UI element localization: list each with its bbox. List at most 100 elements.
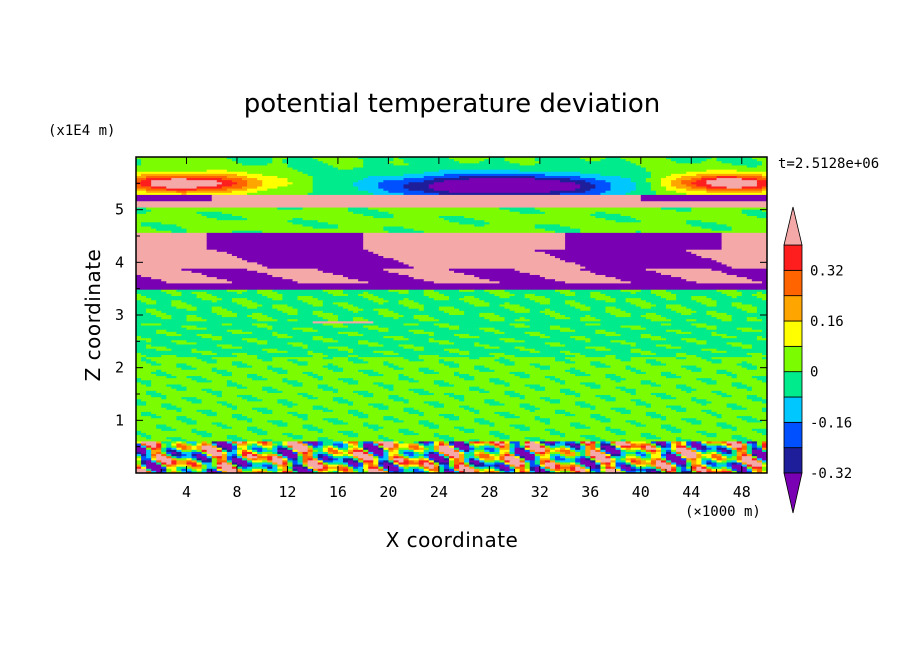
contour-cell bbox=[494, 466, 501, 470]
contour-cell bbox=[413, 407, 465, 411]
contour-cell bbox=[166, 424, 218, 428]
contour-cell bbox=[756, 338, 767, 341]
contour-cell bbox=[726, 272, 767, 276]
contour-cell bbox=[686, 441, 692, 445]
contour-cell bbox=[570, 458, 576, 461]
contour-cell bbox=[438, 470, 445, 473]
contour-cell bbox=[479, 277, 546, 280]
contour-cell bbox=[544, 428, 556, 432]
contour-cell bbox=[136, 304, 172, 308]
contour-cell bbox=[176, 190, 188, 194]
contour-cell bbox=[171, 315, 188, 318]
contour-cell bbox=[297, 441, 304, 445]
contour-cell bbox=[544, 447, 551, 451]
contour-cell bbox=[136, 175, 147, 179]
contour-cell bbox=[302, 462, 309, 466]
contour-cell bbox=[731, 315, 767, 318]
contour-cell bbox=[676, 454, 682, 457]
contour-cell bbox=[378, 460, 384, 464]
contour-cell bbox=[438, 445, 450, 449]
contour-cell bbox=[595, 470, 602, 473]
contour-cell bbox=[711, 228, 733, 232]
contour-cell bbox=[448, 441, 455, 445]
contour-cell bbox=[353, 182, 379, 185]
contour-cell bbox=[196, 470, 203, 473]
contour-cell bbox=[257, 302, 309, 306]
contour-cell bbox=[262, 428, 309, 432]
contour-cell bbox=[413, 470, 425, 473]
contour-cell bbox=[469, 409, 480, 413]
contour-cell bbox=[191, 456, 198, 459]
contour-cell bbox=[464, 399, 485, 402]
contour-cell bbox=[479, 411, 495, 415]
contour-cell bbox=[262, 447, 268, 451]
contour-cell bbox=[736, 416, 753, 419]
contour-cell bbox=[267, 462, 273, 466]
contour-cell bbox=[575, 361, 591, 365]
contour-cell bbox=[746, 464, 753, 468]
contour-cell bbox=[544, 422, 551, 426]
contour-cell bbox=[297, 460, 304, 464]
contour-cell bbox=[216, 443, 233, 447]
contour-cell bbox=[282, 403, 299, 407]
contour-cell bbox=[176, 363, 188, 367]
contour-cell bbox=[433, 445, 440, 449]
contour-cell bbox=[176, 464, 188, 468]
contour-cell bbox=[544, 228, 581, 232]
contour-cell bbox=[489, 291, 511, 295]
contour-cell bbox=[524, 306, 576, 310]
contour-cell bbox=[691, 209, 743, 213]
contour-cell bbox=[136, 367, 183, 371]
contour-cell bbox=[136, 241, 208, 244]
contour-cell bbox=[610, 443, 617, 447]
contour-cell bbox=[544, 399, 561, 402]
contour-cell bbox=[544, 333, 607, 337]
contour-cell bbox=[721, 336, 738, 339]
contour-cell bbox=[408, 298, 435, 301]
contour-cell bbox=[383, 363, 395, 367]
contour-cell bbox=[287, 470, 294, 473]
contour-cell bbox=[610, 348, 632, 352]
contour-cell bbox=[136, 329, 157, 333]
contour-cell bbox=[565, 447, 571, 451]
contour-cell bbox=[171, 304, 193, 308]
contour-cell bbox=[615, 458, 622, 461]
contour-cell bbox=[257, 451, 263, 455]
contour-cell bbox=[398, 352, 460, 356]
contour-cell bbox=[368, 340, 430, 343]
contour-cell bbox=[272, 470, 278, 473]
contour-cell bbox=[666, 449, 672, 453]
contour-cell bbox=[433, 380, 445, 384]
contour-cell bbox=[262, 443, 268, 447]
contour-cell bbox=[650, 384, 662, 388]
contour-cell bbox=[221, 346, 243, 350]
contour-cell bbox=[272, 462, 278, 466]
contour-cell bbox=[580, 230, 637, 234]
contour-cell bbox=[479, 441, 485, 445]
contour-cell bbox=[549, 470, 556, 473]
contour-cell bbox=[186, 388, 203, 392]
contour-cell bbox=[156, 308, 188, 312]
contour-cell bbox=[186, 464, 193, 468]
contour-cell bbox=[448, 464, 455, 468]
contour-cell bbox=[610, 462, 617, 466]
contour-cell bbox=[716, 422, 728, 426]
contour-cell bbox=[322, 352, 384, 356]
contour-cell bbox=[408, 454, 415, 457]
contour-cell bbox=[312, 395, 364, 398]
contour-cell bbox=[363, 161, 389, 164]
contour-cell bbox=[474, 470, 480, 473]
contour-cell bbox=[302, 441, 309, 445]
contour-cell bbox=[191, 365, 238, 369]
contour-cell bbox=[751, 451, 767, 455]
contour-cell bbox=[378, 428, 400, 432]
contour-cell bbox=[216, 466, 223, 470]
contour-cell bbox=[575, 447, 581, 451]
contour-cell bbox=[600, 291, 632, 295]
contour-cell bbox=[660, 178, 677, 181]
contour-cell bbox=[358, 441, 364, 445]
contour-cell bbox=[393, 163, 410, 167]
contour-cell bbox=[196, 293, 213, 297]
contour-cell bbox=[186, 327, 208, 331]
contour-cell bbox=[459, 352, 470, 356]
